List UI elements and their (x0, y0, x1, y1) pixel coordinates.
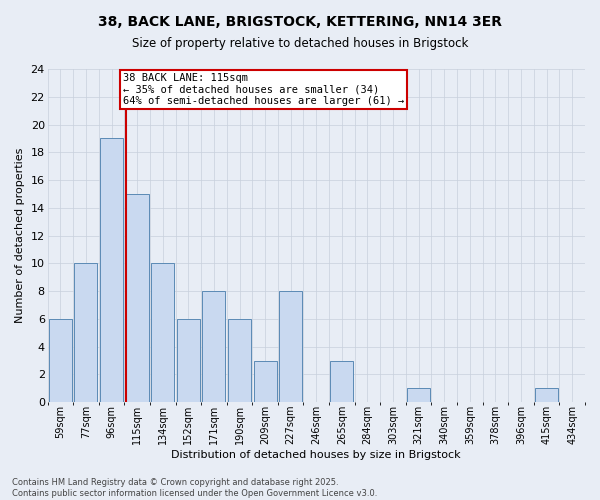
Bar (228, 319, 251, 402)
Bar (279, 291, 302, 402)
Text: Size of property relative to detached houses in Brigstock: Size of property relative to detached ho… (132, 38, 468, 51)
Bar (151, 264, 174, 402)
Text: 38, BACK LANE, BRIGSTOCK, KETTERING, NN14 3ER: 38, BACK LANE, BRIGSTOCK, KETTERING, NN1… (98, 15, 502, 29)
Bar (49, 319, 72, 402)
Bar (535, 388, 558, 402)
Bar (74, 264, 97, 402)
Bar (407, 388, 430, 402)
Bar (177, 319, 200, 402)
X-axis label: Distribution of detached houses by size in Brigstock: Distribution of detached houses by size … (172, 450, 461, 460)
Y-axis label: Number of detached properties: Number of detached properties (15, 148, 25, 324)
Text: Contains HM Land Registry data © Crown copyright and database right 2025.
Contai: Contains HM Land Registry data © Crown c… (12, 478, 377, 498)
Bar (125, 194, 149, 402)
Text: 38 BACK LANE: 115sqm
← 35% of detached houses are smaller (34)
64% of semi-detac: 38 BACK LANE: 115sqm ← 35% of detached h… (123, 73, 404, 106)
Bar (254, 360, 277, 402)
Bar (331, 360, 353, 402)
Bar (202, 291, 226, 402)
Bar (100, 138, 123, 402)
